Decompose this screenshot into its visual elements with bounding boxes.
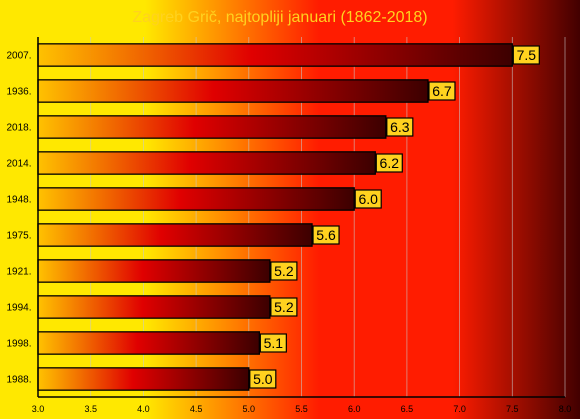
- x-tick-label: 6.5: [401, 404, 414, 414]
- value-label-box: [312, 225, 340, 245]
- value-label: 5.0: [253, 371, 273, 387]
- value-label-box: [270, 261, 298, 281]
- bar: [37, 367, 250, 391]
- bar: [37, 115, 387, 139]
- x-tick-label: 8.0: [559, 404, 572, 414]
- x-tick-label: 5.5: [295, 404, 308, 414]
- bar: [37, 43, 513, 67]
- value-label-box: [512, 45, 540, 65]
- bars: [37, 43, 513, 391]
- value-label: 6.7: [432, 83, 452, 99]
- bar: [37, 223, 313, 247]
- value-label-box: [354, 189, 382, 209]
- x-tick-label: 3.5: [84, 404, 97, 414]
- x-axis-labels: 3.0 3.5 4.0 4.5 5.0 5.5 6.0 6.5 7.0 7.5 8.0: [32, 404, 572, 414]
- y-tick-label: 2014.: [6, 159, 31, 170]
- y-tick-label: 2018.: [6, 123, 31, 134]
- x-tick-label: 3.0: [32, 404, 45, 414]
- value-label-box: [386, 117, 414, 137]
- value-label: 7.5: [517, 47, 537, 63]
- bar: [37, 331, 260, 355]
- value-label: 6.3: [390, 119, 410, 135]
- y-tick-label: 1975.: [6, 231, 31, 242]
- value-labels: 7.5 6.7 6.3 6.2 6.0 5.6 5.2 5.2 5.1 5.0: [249, 45, 540, 389]
- y-tick-label: 1988.: [6, 375, 31, 386]
- y-tick-label: 1921.: [6, 267, 31, 278]
- bar: [37, 79, 429, 103]
- x-tick-label: 5.0: [243, 404, 256, 414]
- value-label: 5.1: [264, 335, 284, 351]
- value-label: 5.2: [274, 263, 294, 279]
- value-label-box: [428, 81, 456, 101]
- x-tick-label: 7.0: [453, 404, 466, 414]
- value-label: 5.2: [274, 299, 294, 315]
- y-tick-label: 2007.: [6, 51, 31, 62]
- y-axis-labels: 2007. 1936. 2018. 2014. 1948. 1975. 1921. 1994.…: [6, 51, 31, 386]
- value-label: 6.0: [358, 191, 378, 207]
- value-label-box: [270, 297, 298, 317]
- value-label: 6.2: [380, 155, 400, 171]
- y-tick-label: 1994.: [6, 303, 31, 314]
- value-label-box: [249, 369, 277, 389]
- y-tick-label: 1998.: [6, 339, 31, 350]
- value-label-box: [375, 153, 403, 173]
- y-tick-label: 1936.: [6, 87, 31, 98]
- bar: [37, 259, 271, 283]
- bar: [37, 295, 271, 319]
- value-label: 5.6: [316, 227, 336, 243]
- value-label-box: [259, 333, 287, 353]
- x-tick-label: 7.5: [506, 404, 519, 414]
- bar: [37, 187, 355, 211]
- x-tick-label: 4.0: [137, 404, 150, 414]
- x-tick-label: 4.5: [190, 404, 203, 414]
- chart-title: Zagreb Grič, najtopliji januari (1862-20…: [132, 9, 427, 26]
- x-tick-label: 6.0: [348, 404, 361, 414]
- y-tick-label: 1948.: [6, 195, 31, 206]
- bar: [37, 151, 376, 175]
